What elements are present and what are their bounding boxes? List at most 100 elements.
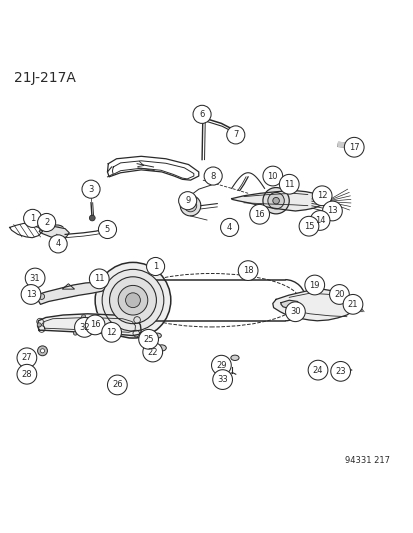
Circle shape <box>311 186 331 206</box>
Circle shape <box>82 180 100 198</box>
Ellipse shape <box>85 318 92 323</box>
Circle shape <box>298 216 318 236</box>
Circle shape <box>342 294 362 314</box>
Circle shape <box>24 209 42 228</box>
Text: 29: 29 <box>216 361 226 370</box>
Circle shape <box>307 360 327 380</box>
Text: 5: 5 <box>104 225 110 234</box>
Ellipse shape <box>157 345 166 351</box>
Ellipse shape <box>230 355 238 360</box>
Circle shape <box>101 281 107 287</box>
Circle shape <box>180 196 200 216</box>
Circle shape <box>125 293 140 308</box>
Circle shape <box>38 346 47 356</box>
Polygon shape <box>38 282 107 304</box>
Circle shape <box>262 188 289 214</box>
Text: 10: 10 <box>267 172 278 181</box>
Circle shape <box>40 349 45 353</box>
Text: 22: 22 <box>147 348 158 357</box>
Circle shape <box>272 197 279 204</box>
Circle shape <box>252 213 259 220</box>
Polygon shape <box>280 300 299 309</box>
Circle shape <box>184 199 196 212</box>
Circle shape <box>142 342 162 362</box>
Text: 11: 11 <box>283 180 294 189</box>
Circle shape <box>107 375 127 395</box>
Text: 9: 9 <box>185 196 190 205</box>
Circle shape <box>204 167 222 185</box>
Circle shape <box>220 219 238 237</box>
Text: 30: 30 <box>290 307 300 316</box>
Circle shape <box>52 244 57 249</box>
Text: 33: 33 <box>217 375 228 384</box>
Circle shape <box>304 275 324 295</box>
Text: 23: 23 <box>335 367 345 376</box>
Circle shape <box>101 228 107 235</box>
Circle shape <box>249 204 269 224</box>
Text: 8: 8 <box>210 172 215 181</box>
Text: 28: 28 <box>21 370 32 379</box>
Polygon shape <box>337 142 346 147</box>
Circle shape <box>138 329 158 349</box>
Circle shape <box>98 221 116 239</box>
Circle shape <box>329 285 349 304</box>
Text: 12: 12 <box>316 191 327 200</box>
Circle shape <box>17 365 37 384</box>
Text: 20: 20 <box>333 290 344 299</box>
Text: 2: 2 <box>44 218 49 227</box>
Text: 27: 27 <box>21 353 32 362</box>
Ellipse shape <box>154 333 161 338</box>
Text: 31: 31 <box>30 273 40 282</box>
Polygon shape <box>39 227 69 239</box>
Circle shape <box>49 235 67 253</box>
Text: 94331 217: 94331 217 <box>344 456 389 465</box>
Polygon shape <box>272 289 355 321</box>
Text: 16: 16 <box>254 210 264 219</box>
Circle shape <box>109 277 156 324</box>
Text: 24: 24 <box>312 366 323 375</box>
Circle shape <box>237 261 257 280</box>
Circle shape <box>17 348 37 368</box>
Text: 19: 19 <box>309 280 319 289</box>
Text: 1: 1 <box>152 262 158 271</box>
Circle shape <box>39 294 45 300</box>
Circle shape <box>81 314 85 319</box>
Circle shape <box>85 315 105 335</box>
Circle shape <box>243 268 252 276</box>
Text: 25: 25 <box>143 335 154 344</box>
Text: 32: 32 <box>79 323 90 332</box>
Circle shape <box>226 126 244 144</box>
Circle shape <box>322 201 342 221</box>
Circle shape <box>211 356 231 375</box>
Circle shape <box>309 211 329 230</box>
Circle shape <box>178 192 196 210</box>
Circle shape <box>25 268 45 288</box>
Circle shape <box>89 269 109 289</box>
Circle shape <box>344 138 363 157</box>
Text: 18: 18 <box>242 266 253 275</box>
Text: 26: 26 <box>112 381 122 390</box>
Circle shape <box>279 174 298 194</box>
Circle shape <box>118 285 147 315</box>
Text: 21: 21 <box>347 300 357 309</box>
Text: 15: 15 <box>303 222 313 231</box>
Circle shape <box>110 329 114 334</box>
Text: 3: 3 <box>88 185 93 193</box>
Circle shape <box>89 215 95 221</box>
Text: 13: 13 <box>326 206 337 215</box>
Circle shape <box>267 192 284 209</box>
Circle shape <box>102 269 164 331</box>
Polygon shape <box>38 314 141 336</box>
Circle shape <box>192 106 211 124</box>
Text: 7: 7 <box>233 131 238 140</box>
Text: 16: 16 <box>90 320 100 329</box>
Circle shape <box>262 166 282 186</box>
Polygon shape <box>231 190 323 211</box>
Ellipse shape <box>50 225 64 234</box>
Text: 14: 14 <box>314 216 325 225</box>
Text: 21J-217A: 21J-217A <box>14 71 76 85</box>
Circle shape <box>37 323 41 327</box>
Circle shape <box>212 370 232 390</box>
Circle shape <box>330 361 350 381</box>
Circle shape <box>21 285 41 304</box>
